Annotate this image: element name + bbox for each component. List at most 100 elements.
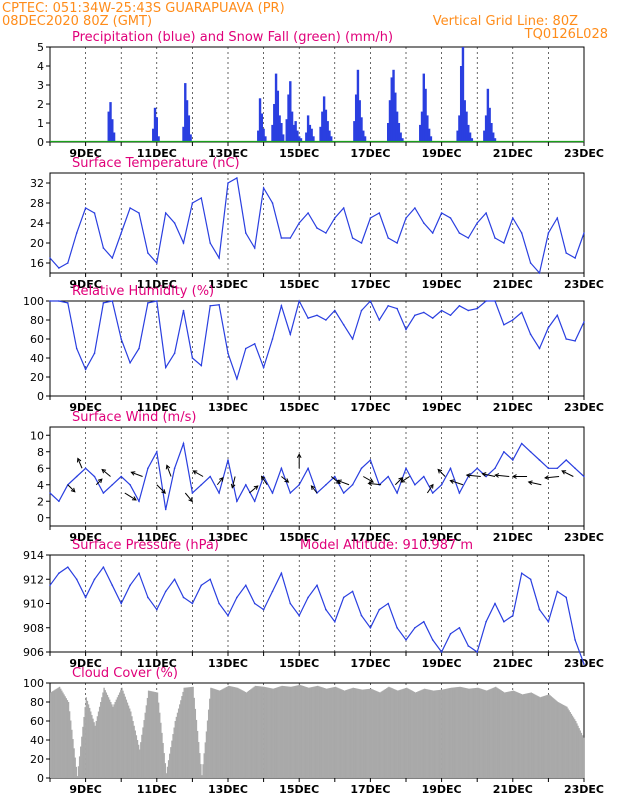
- cloud-bar: [492, 687, 495, 778]
- x-tick-label: 13DEC: [208, 657, 248, 670]
- cloud-bar: [206, 720, 209, 778]
- cloud-bar: [102, 692, 104, 778]
- x-tick-label: 21DEC: [493, 531, 533, 544]
- cloud-bar: [306, 687, 309, 778]
- cloud-bar: [105, 692, 108, 778]
- y-tick-label: 16: [30, 257, 44, 270]
- x-tick-label: 23DEC: [564, 401, 604, 414]
- cloud-bar: [489, 689, 491, 778]
- wind-point: [494, 467, 496, 470]
- humidity-point: [431, 317, 434, 319]
- cloud-bar: [284, 686, 287, 778]
- humidity-point: [164, 366, 167, 369]
- cloud-bar: [124, 696, 126, 778]
- precip-bar: [152, 128, 155, 142]
- cloud-bar: [314, 686, 317, 778]
- x-tick-label: 19DEC: [422, 783, 462, 796]
- cloud-bar: [406, 687, 408, 778]
- pressure-point: [173, 578, 176, 581]
- cloud-bar: [175, 716, 178, 778]
- cloud-bar: [508, 691, 510, 778]
- wind-vector: [101, 469, 111, 477]
- cloud-bar: [171, 740, 173, 778]
- cloud-bar: [263, 686, 266, 778]
- pressure-point: [156, 608, 158, 611]
- cloud-bar: [378, 692, 380, 778]
- cloud-bar: [64, 696, 66, 778]
- cloud-bar: [529, 692, 531, 778]
- cloud-bar: [397, 690, 399, 778]
- wind-point: [458, 492, 461, 494]
- cloud-bar: [411, 690, 413, 778]
- wind-point: [529, 450, 532, 453]
- precip-bar: [187, 115, 191, 142]
- wind-vector: [193, 470, 204, 477]
- cloud-bar: [147, 690, 150, 778]
- cloud-bar: [359, 689, 361, 778]
- cloud-bar: [502, 691, 505, 778]
- cloud-bar: [76, 776, 79, 778]
- cloud-bar: [308, 687, 310, 778]
- temperature-point: [503, 242, 505, 244]
- temperature-point: [49, 257, 51, 259]
- pressure-point: [583, 663, 585, 665]
- precip-bar: [458, 115, 461, 142]
- precip-bar: [189, 134, 192, 142]
- cloud-bar: [580, 732, 583, 778]
- wind-vector: [231, 476, 236, 488]
- pressure-frame: [49, 554, 585, 653]
- precip-bar: [490, 123, 493, 142]
- cloud-bar: [260, 686, 262, 778]
- cloud-bar: [547, 694, 549, 778]
- wind-arrowhead: [527, 480, 533, 485]
- cloud-bar: [512, 690, 515, 778]
- cloud-bar: [150, 691, 152, 778]
- cloud-bar: [528, 692, 530, 778]
- y-tick-label: 60: [30, 715, 44, 728]
- cloud-bar: [131, 716, 133, 778]
- y-tick-label: 32: [30, 177, 44, 190]
- cloud-bar: [430, 690, 432, 778]
- cloud-bar: [490, 688, 492, 778]
- cloud-bar: [92, 718, 94, 778]
- cloud-bar: [299, 684, 301, 778]
- cloud-bar: [229, 686, 231, 778]
- y-tick-label: 80: [30, 696, 44, 709]
- cloud-bar: [481, 689, 484, 778]
- x-tick-label: 23DEC: [564, 147, 604, 160]
- cloud-bar: [381, 691, 383, 778]
- humidity-point: [200, 364, 203, 367]
- cloud-bar: [503, 692, 506, 778]
- cloud-bar: [325, 688, 328, 778]
- cloud-bar: [458, 686, 460, 778]
- cloud-bar: [349, 688, 351, 778]
- pressure-point: [111, 584, 114, 587]
- cloud-bar: [318, 686, 320, 778]
- wind-vector: [166, 465, 172, 477]
- x-tick-label: 21DEC: [493, 657, 533, 670]
- wind-point: [307, 467, 309, 470]
- cloud-bar: [441, 689, 444, 778]
- cloud-bar: [200, 764, 202, 778]
- y-tick-label: 3: [37, 79, 44, 92]
- cloud-bar: [460, 687, 462, 778]
- cloud-bar: [55, 688, 57, 778]
- temperature-line: [49, 177, 585, 275]
- cloud-bar: [240, 689, 242, 778]
- cloud-bar: [100, 702, 102, 778]
- wind-arrowhead: [336, 479, 342, 484]
- cloud-bar: [177, 708, 180, 778]
- temperature-point: [378, 212, 381, 214]
- precip-bar: [484, 115, 488, 142]
- x-tick-label: 17DEC: [350, 531, 390, 544]
- cloud-bar: [383, 689, 386, 778]
- wind-point: [173, 467, 176, 470]
- pressure-point: [565, 596, 567, 599]
- cloud-bar: [323, 687, 326, 778]
- cloud-bar: [152, 691, 154, 778]
- humidity-point: [547, 326, 550, 329]
- cloud-bar: [180, 700, 182, 778]
- cloud-bar: [123, 693, 125, 778]
- cloud-bar: [273, 688, 276, 778]
- x-tick-label: 9DEC: [69, 401, 101, 414]
